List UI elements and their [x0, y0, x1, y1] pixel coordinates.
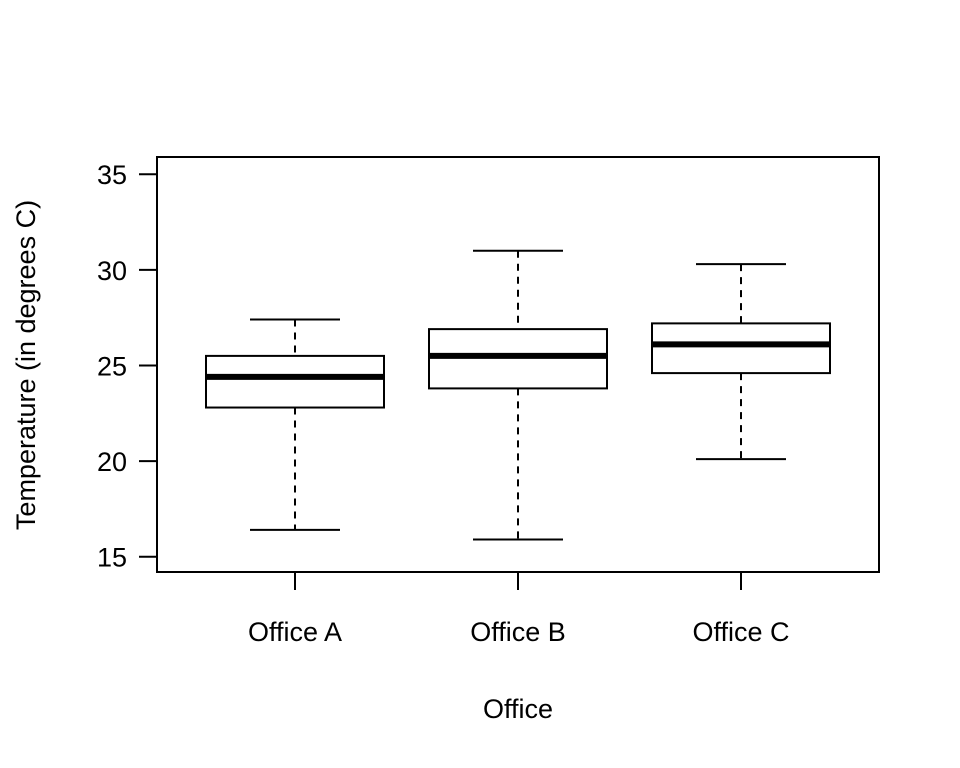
y-axis-title: Temperature (in degrees C)	[11, 200, 41, 530]
y-tick-label: 30	[97, 256, 127, 286]
iqr-box	[651, 322, 831, 375]
y-tick-label: 15	[97, 543, 127, 573]
plot-layer: 15 20 25 30 35 Office A Office B Office C	[97, 156, 880, 647]
y-tick-label: 35	[97, 160, 127, 190]
y-tick-label: 20	[97, 447, 127, 477]
y-tick-label: 25	[97, 351, 127, 381]
x-tick-label: Office C	[692, 617, 789, 647]
x-axis-title: Office	[483, 694, 553, 724]
x-tick-label: Office B	[470, 617, 566, 647]
iqr-box	[205, 354, 385, 409]
x-tick-label: Office A	[248, 617, 342, 647]
